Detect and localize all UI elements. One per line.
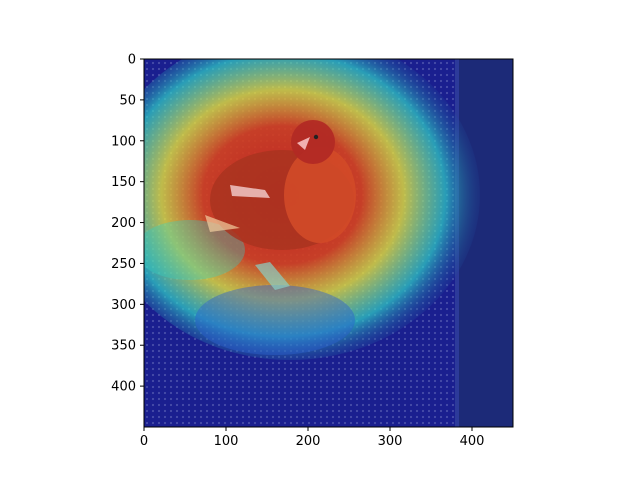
bird-subject: [205, 120, 356, 290]
x-tick-label: 100: [214, 434, 239, 449]
y-tick-label: 400: [111, 380, 136, 395]
x-tick-label: 200: [296, 434, 321, 449]
y-tick-label: 100: [111, 134, 136, 149]
y-tick-label: 50: [119, 93, 136, 108]
y-tick-label: 300: [111, 298, 136, 313]
y-tick-label: 350: [111, 339, 136, 354]
x-tick-label: 400: [460, 434, 485, 449]
x-tick-label: 0: [140, 434, 148, 449]
y-tick-label: 250: [111, 257, 136, 272]
y-tick-label: 0: [128, 53, 136, 68]
y-tick-label: 150: [111, 175, 136, 190]
axes-frame: [143, 58, 514, 428]
y-axis: 0 50 100 150 200 250 300 350 400: [111, 53, 144, 395]
x-axis: 0 100 200 300 400: [140, 427, 485, 449]
heatmap-image: [144, 59, 513, 427]
x-tick-label: 300: [378, 434, 403, 449]
y-tick-label: 200: [111, 216, 136, 231]
